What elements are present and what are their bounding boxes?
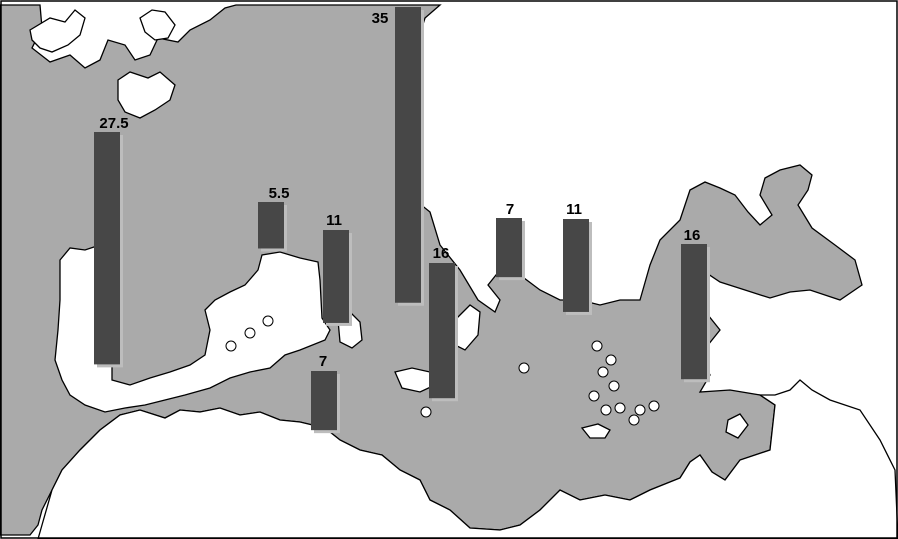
bars-layer: 27.5 5.5 11 7 35 16 7 11 16	[94, 7, 710, 434]
bar-label-anatolia: 16	[684, 227, 701, 244]
bar-adriatic-east	[496, 218, 522, 278]
bar-group-anatolia: 16	[681, 227, 710, 383]
bar-group-north-africa-west: 7	[311, 353, 340, 434]
bar-label-adriatic-east: 7	[506, 201, 514, 218]
british-isles-land	[29, 9, 176, 119]
bar-anatolia	[681, 244, 707, 380]
bar-group-corsica-sardinia: 11	[323, 212, 352, 326]
bar-italy-south	[429, 263, 455, 399]
bar-label-italy-south: 16	[433, 245, 450, 262]
bar-gulf-of-lion	[258, 202, 284, 249]
bar-group-italy-north: 35	[372, 7, 424, 306]
bar-label-north-africa-west: 7	[319, 353, 327, 370]
bar-label-greece: 11	[566, 201, 582, 218]
island-dots	[225, 315, 660, 426]
iberia-land	[54, 244, 331, 413]
bar-group-iberia: 27.5	[94, 115, 129, 368]
bar-north-africa-west	[311, 371, 337, 431]
bar-label-corsica-sardinia: 11	[326, 212, 342, 229]
crete-land	[580, 423, 611, 439]
bar-group-greece: 11	[563, 201, 592, 315]
bar-label-italy-north: 35	[372, 10, 389, 27]
bar-greece	[563, 219, 589, 312]
bar-corsica-sardinia	[323, 230, 349, 323]
north-africa-land	[37, 379, 898, 539]
bar-group-gulf-of-lion: 5.5	[258, 185, 290, 252]
bar-label-iberia: 27.5	[99, 115, 128, 132]
bar-label-gulf-of-lion: 5.5	[269, 185, 290, 202]
bar-group-italy-south: 16	[429, 245, 458, 402]
bar-italy-north	[395, 7, 421, 303]
bar-iberia	[94, 132, 120, 365]
bar-group-adriatic-east: 7	[496, 201, 525, 281]
cyprus-land	[725, 413, 749, 439]
